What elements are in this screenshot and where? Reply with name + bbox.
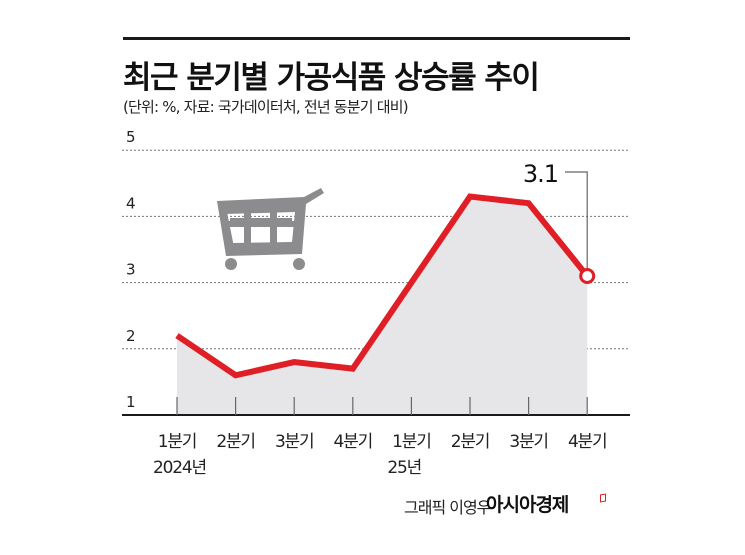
top-rule [123, 37, 630, 40]
x-tick-label: 1분기 [392, 432, 431, 452]
graphic-credit: 그래픽 이영우 [404, 498, 491, 517]
x-tick-label: 2분기 [216, 432, 255, 452]
brand-logo: 아시아경제 [486, 494, 569, 516]
shopping-cart-icon [217, 188, 324, 270]
y-axis-ticks: 1 2 3 4 5 [126, 128, 136, 411]
y-tick-label: 4 [126, 194, 136, 212]
chart-title: 최근 분기별 가공식품 상승률 추이 [123, 60, 540, 96]
x-axis-ticks: 1분기 2024년 2분기 3분기 4분기 1분기 25년 2분기 3분기 4분기 [153, 397, 608, 478]
x-tick-label: 4분기 [568, 432, 607, 452]
x-tick-year-label: 2024년 [153, 458, 206, 478]
x-tick-label: 1분기 [158, 432, 197, 452]
area-fill [177, 196, 588, 415]
data-line [175, 193, 590, 379]
annotation: 3.1 [523, 160, 596, 284]
highlight-marker [579, 267, 596, 284]
y-tick-label: 1 [126, 393, 136, 411]
y-tick-label: 3 [126, 261, 136, 279]
x-tick-label: 2분기 [451, 432, 490, 452]
y-tick-label: 5 [126, 128, 136, 146]
brand-mark-icon [600, 493, 606, 503]
x-tick-label: 3분기 [275, 432, 314, 452]
annotation-leader-line [565, 171, 588, 276]
annotation-value: 3.1 [523, 160, 558, 188]
chart-subtitle: (단위: %, 자료: 국가데이터처, 전년 동분기 대비) [123, 98, 409, 116]
x-tick-label: 4분기 [334, 432, 373, 452]
x-tick-year-label: 25년 [387, 458, 421, 478]
x-tick-label: 3분기 [509, 432, 548, 452]
y-tick-label: 2 [126, 327, 136, 345]
